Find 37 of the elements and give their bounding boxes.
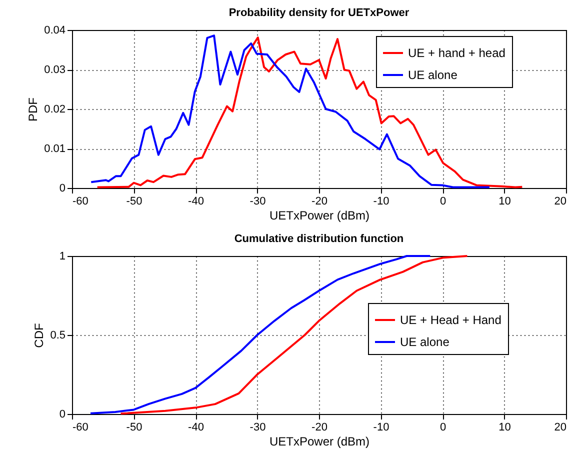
x-tick-label: 0 — [440, 422, 446, 434]
line-series — [120, 255, 468, 415]
x-tick-label: -50 — [126, 196, 142, 208]
x-tick-label: -50 — [126, 422, 142, 434]
y-tick-label: 0.5 — [50, 330, 66, 342]
legend-label: UE + Head + Hand — [400, 313, 502, 327]
x-axis-title: UETxPower (dBm) — [269, 434, 370, 448]
x-tick-label: -20 — [312, 422, 328, 434]
chart-title: Probability density for UETxPower — [228, 7, 410, 19]
y-tick-label: 0.01 — [44, 143, 66, 155]
x-tick-label: -10 — [373, 196, 390, 208]
y-tick-label: 0 — [59, 182, 66, 194]
x-tick-label: -40 — [188, 422, 204, 434]
chart-title: Cumulative distribution function — [234, 233, 404, 245]
y-tick-label: 0 — [59, 408, 66, 420]
y-tick-label: 0.03 — [44, 64, 66, 76]
x-tick-label: 10 — [498, 196, 511, 208]
y-tick-label: 0.02 — [44, 104, 66, 116]
x-tick-label: 10 — [498, 422, 511, 434]
x-tick-label: -60 — [72, 422, 88, 434]
y-axis-title: PDF — [26, 98, 40, 122]
x-tick-label: -20 — [312, 196, 328, 208]
x-axis-title: UETxPower (dBm) — [269, 208, 370, 222]
x-tick-label: -30 — [250, 422, 266, 434]
y-axis-title: CDF — [32, 323, 46, 348]
y-tick-label: 1 — [59, 250, 66, 262]
y-tick-label: 0.04 — [44, 24, 66, 36]
x-tick-label: -40 — [188, 196, 204, 208]
x-tick-label: -10 — [373, 422, 390, 434]
legend-label: UE alone — [400, 335, 450, 349]
legend-label: UE + hand + head — [408, 46, 506, 60]
x-tick-label: 20 — [554, 422, 566, 434]
x-tick-label: 0 — [440, 196, 446, 208]
x-tick-label: 20 — [554, 196, 566, 208]
legend-label: UE alone — [408, 68, 458, 82]
x-tick-label: -60 — [72, 196, 88, 208]
x-tick-label: -30 — [250, 196, 266, 208]
